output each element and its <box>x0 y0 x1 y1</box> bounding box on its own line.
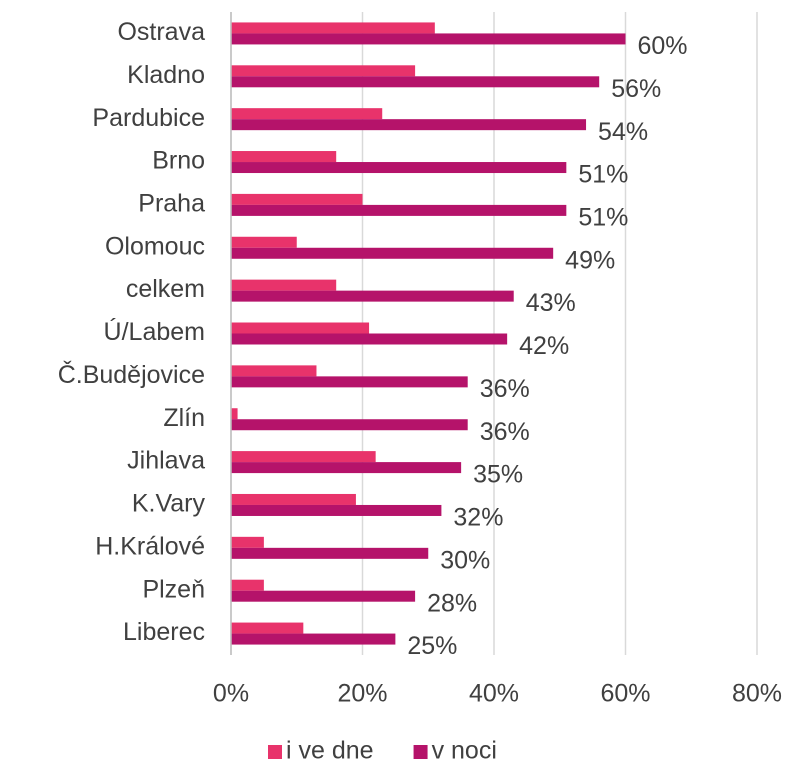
bar <box>231 536 264 548</box>
bar <box>231 462 462 474</box>
legend-label: v noci <box>432 737 497 765</box>
x-tick-label: 40% <box>469 680 519 708</box>
bar <box>231 376 468 388</box>
y-tick-label: Ú/Labem <box>104 317 205 346</box>
bar <box>231 162 567 174</box>
data-label: 51% <box>578 204 628 232</box>
data-label: 36% <box>480 375 530 403</box>
bar <box>231 247 554 259</box>
bar <box>231 408 238 420</box>
y-tick-label: H.Králové <box>95 532 205 560</box>
bar <box>231 333 508 345</box>
bar <box>231 590 416 602</box>
y-tick-label: Plzeň <box>142 575 205 603</box>
y-tick-label: Olomouc <box>105 232 205 260</box>
legend-label: i ve dne <box>286 737 374 765</box>
y-tick-label: Pardubice <box>92 104 205 132</box>
y-tick-label: celkem <box>126 275 205 303</box>
bar <box>231 76 600 88</box>
x-tick-label: 80% <box>732 680 782 708</box>
bar <box>231 633 396 645</box>
bar <box>231 33 626 45</box>
data-label: 25% <box>407 632 457 660</box>
bar <box>231 236 297 248</box>
bar <box>231 322 370 334</box>
legend-swatch <box>268 745 282 759</box>
data-label: 30% <box>440 546 490 574</box>
y-tick-label: Zlín <box>163 404 205 432</box>
bar <box>231 108 383 120</box>
y-tick-label: Ostrava <box>117 18 205 46</box>
bar <box>231 547 429 559</box>
x-tick-label: 60% <box>600 680 650 708</box>
bar <box>231 204 567 216</box>
bar <box>231 119 587 131</box>
y-tick-label: Jihlava <box>127 447 205 475</box>
bar <box>231 365 317 377</box>
data-label: 28% <box>427 589 477 617</box>
bar <box>231 65 416 77</box>
data-label: 56% <box>611 75 661 103</box>
bar <box>231 419 468 431</box>
y-tick-label: Kladno <box>127 61 205 89</box>
bar <box>231 151 337 163</box>
bar <box>231 279 337 291</box>
x-tick-label: 0% <box>213 680 249 708</box>
y-tick-label: Praha <box>138 190 205 218</box>
bar <box>231 451 376 463</box>
y-tick-label: Brno <box>152 147 205 175</box>
x-tick-label: 20% <box>337 680 387 708</box>
bar <box>231 504 442 516</box>
data-label: 36% <box>480 418 530 446</box>
data-label: 60% <box>638 32 688 60</box>
data-label: 35% <box>473 461 523 489</box>
bar <box>231 493 356 505</box>
bar <box>231 579 264 591</box>
y-tick-label: K.Vary <box>132 490 206 518</box>
bar <box>231 290 514 302</box>
data-label: 51% <box>578 161 628 189</box>
data-label: 49% <box>565 246 615 274</box>
y-tick-label: Č.Budějovice <box>58 360 205 389</box>
bar <box>231 622 304 634</box>
data-label: 42% <box>519 332 569 360</box>
legend-swatch <box>413 745 428 759</box>
data-label: 54% <box>598 118 648 146</box>
y-tick-label: Liberec <box>123 618 205 646</box>
data-label: 32% <box>453 504 503 532</box>
data-label: 43% <box>526 289 576 317</box>
bar <box>231 193 363 205</box>
bar <box>231 22 435 34</box>
